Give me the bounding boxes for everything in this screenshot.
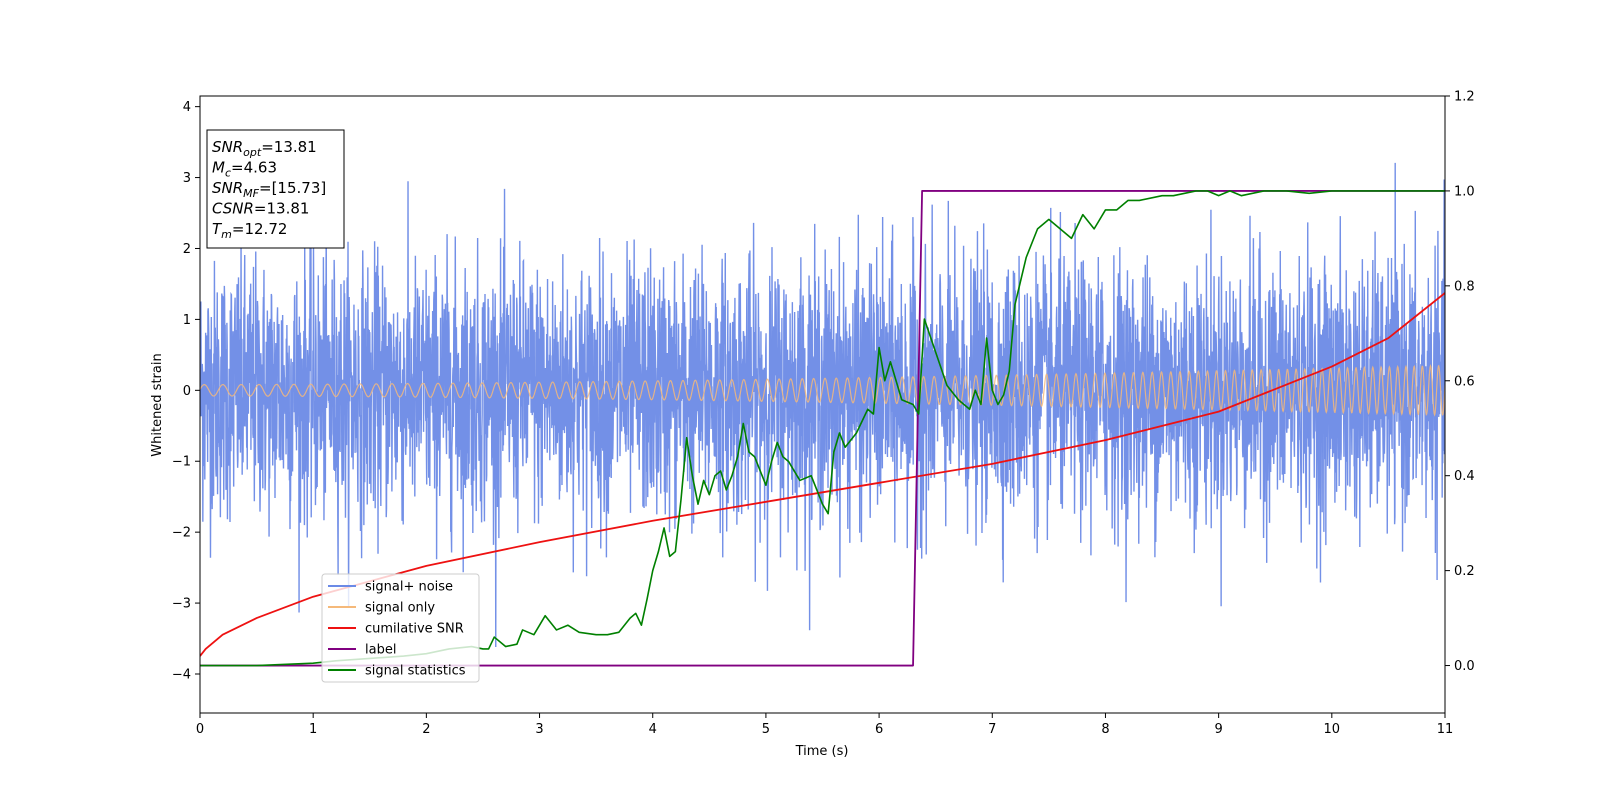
x-tick-label: 7: [988, 722, 996, 737]
annotation-box: SNRopt=13.81Mc=4.63SNRMF=[15.73]CSNR=13.…: [206, 129, 345, 249]
x-axis: 0 1 2 3 4 5 6 7 8 9 10 11: [196, 713, 1453, 737]
legend-label: signal only: [365, 601, 435, 616]
y-tick-label: 0: [183, 384, 191, 399]
annotation-line: SNRopt=13.81: [212, 138, 317, 159]
legend: signal+ noise signal only cumilative SNR la…: [321, 573, 480, 683]
legend-label: label: [365, 643, 396, 658]
y2-tick-label: 1.2: [1454, 90, 1475, 105]
series-signal-noise: [200, 162, 1445, 647]
y2-tick-label: 0.2: [1454, 564, 1475, 579]
annotation-line: SNRMF=[15.73]: [212, 179, 326, 200]
y-tick-label: 1: [183, 313, 191, 328]
annotation-box-frame: [206, 129, 345, 249]
x-tick-label: 2: [422, 722, 430, 737]
x-tick-label: 4: [649, 722, 657, 737]
x-tick-label: 9: [1214, 722, 1222, 737]
x-axis-label: Time (s): [795, 744, 849, 759]
series-cumulative-snr: [200, 292, 1445, 657]
x-tick-label: 8: [1101, 722, 1109, 737]
series-signal-only: [200, 364, 1445, 417]
legend-label: cumilative SNR: [365, 622, 464, 637]
y-tick-label: −3: [172, 597, 191, 612]
x-tick-label: 6: [875, 722, 883, 737]
y2-tick-label: 0.8: [1454, 279, 1475, 294]
x-tick-label: 1: [309, 722, 317, 737]
annotation-line: Mc=4.63: [212, 159, 277, 180]
axes-frame: [199, 95, 1446, 714]
y-tick-label: 4: [183, 100, 191, 115]
y-tick-label: 3: [183, 171, 191, 186]
legend-label: signal statistics: [365, 664, 466, 679]
legend-label: signal+ noise: [365, 580, 453, 595]
y-tick-label: −2: [172, 526, 191, 541]
series-label: [200, 190, 1445, 667]
annotation-line: Tm=12.72: [212, 220, 287, 241]
y-tick-label: 2: [183, 242, 191, 257]
x-tick-label: 11: [1437, 722, 1454, 737]
y-axis-right: 0.0 0.2 0.4 0.6 0.8 1.0 1.2: [1445, 90, 1475, 674]
series-signal-statistics: [200, 190, 1445, 667]
x-tick-label: 0: [196, 722, 204, 737]
y-axis-label: Whitened strain: [150, 353, 165, 456]
annotation-line: CSNR=13.81: [212, 200, 309, 218]
y-axis-left: −4 −3 −2 −1 0 1 2 3 4: [172, 100, 200, 682]
x-tick-label: 3: [535, 722, 543, 737]
y2-tick-label: 0.4: [1454, 469, 1475, 484]
y-tick-label: −4: [172, 667, 191, 682]
y-tick-label: −1: [172, 455, 191, 470]
legend-frame: [321, 573, 480, 683]
plot-area: [200, 162, 1445, 667]
x-tick-label: 10: [1324, 722, 1341, 737]
y2-tick-label: 0.6: [1454, 374, 1475, 389]
y2-tick-label: 0.0: [1454, 659, 1475, 674]
y2-tick-label: 1.0: [1454, 184, 1475, 199]
x-tick-label: 5: [762, 722, 770, 737]
